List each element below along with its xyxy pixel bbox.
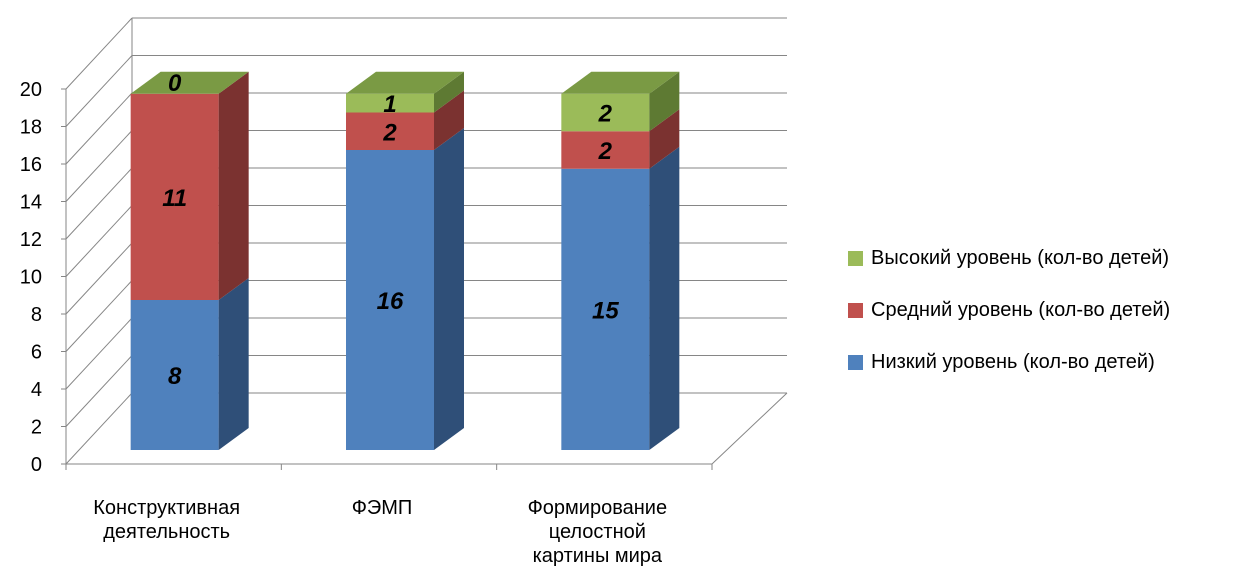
y-tick-label: 2 bbox=[31, 417, 42, 439]
y-tick-label: 4 bbox=[31, 379, 42, 401]
bar-side-1-0 bbox=[434, 128, 464, 450]
gridline-side bbox=[65, 17, 133, 90]
bar-side-1-2 bbox=[434, 71, 464, 113]
x-category-label: деятельность bbox=[103, 521, 230, 543]
y-tick-label: 14 bbox=[20, 192, 42, 214]
x-category-label: целостной bbox=[549, 521, 646, 543]
legend-swatch-high bbox=[848, 250, 863, 266]
y-tick-label: 10 bbox=[20, 267, 42, 289]
bar-front-1-0 bbox=[346, 150, 434, 450]
bar-front-2-2 bbox=[561, 93, 650, 132]
gridline-side bbox=[65, 92, 133, 165]
data-label-2-0: 15 bbox=[592, 297, 619, 324]
gridline-side bbox=[65, 130, 133, 202]
bar-front-2-0 bbox=[561, 168, 650, 450]
bar-top-0 bbox=[130, 71, 249, 94]
data-label-1-2: 1 bbox=[383, 91, 396, 118]
gridline-side bbox=[65, 280, 133, 352]
gridline-side bbox=[65, 392, 133, 465]
data-label-0-0: 8 bbox=[168, 363, 182, 390]
data-label-1-0: 16 bbox=[377, 288, 404, 315]
gridline-side bbox=[65, 167, 133, 240]
bar-front-1-1 bbox=[346, 112, 434, 150]
bar-side-2-0 bbox=[649, 146, 680, 450]
gridline-side bbox=[65, 317, 133, 390]
bar-side-2-2 bbox=[649, 71, 680, 132]
y-tick-label: 16 bbox=[20, 154, 42, 176]
y-tick-label: 20 bbox=[20, 79, 42, 101]
gridline-side bbox=[65, 55, 133, 127]
bar-top-2 bbox=[561, 71, 680, 94]
data-label-0-1: 11 bbox=[162, 185, 187, 212]
x-category-label: Формирование bbox=[528, 497, 667, 519]
legend-item-low: Низкий уровень (кол-во детей) bbox=[848, 336, 1170, 388]
y-tick-label: 18 bbox=[20, 117, 42, 139]
x-category-label: Конструктивная bbox=[93, 497, 240, 519]
gridline-side bbox=[65, 205, 133, 277]
legend-label-medium: Средний уровень (кол-во детей) bbox=[871, 298, 1171, 321]
legend-swatch-low bbox=[848, 354, 863, 370]
x-category-label: ФЭМП bbox=[352, 497, 413, 519]
bar-side-0-0 bbox=[218, 278, 249, 450]
legend-item-high: Высокий уровень (кол-во детей) bbox=[848, 232, 1170, 284]
data-label-0-2: 0 bbox=[168, 70, 182, 97]
y-tick-label: 12 bbox=[20, 229, 42, 251]
bar-front-0-1 bbox=[130, 93, 219, 300]
data-label-2-2: 2 bbox=[598, 101, 613, 128]
gridline-side bbox=[65, 355, 133, 427]
legend-swatch-medium bbox=[848, 302, 863, 318]
y-tick-label: 6 bbox=[31, 342, 42, 364]
bar-front-0-0 bbox=[130, 300, 219, 450]
data-label-2-1: 2 bbox=[598, 138, 613, 165]
x-category-label: картины мира bbox=[533, 545, 663, 567]
y-tick-label: 0 bbox=[31, 454, 42, 476]
legend-label-high: Высокий уровень (кол-во детей) bbox=[871, 246, 1170, 269]
legend: Высокий уровень (кол-во детей) Средний у… bbox=[848, 232, 1170, 388]
bar-front-2-1 bbox=[561, 131, 650, 169]
bar-front-1-2 bbox=[346, 93, 434, 113]
legend-label-low: Низкий уровень (кол-во детей) bbox=[871, 350, 1155, 373]
gridline-side bbox=[65, 242, 133, 315]
data-label-1-1: 2 bbox=[382, 119, 397, 146]
y-tick-label: 8 bbox=[31, 304, 42, 326]
legend-item-medium: Средний уровень (кол-во детей) bbox=[848, 284, 1170, 336]
bar-side-0-1 bbox=[218, 71, 249, 300]
bar-side-1-1 bbox=[434, 90, 464, 150]
bar-side-2-1 bbox=[649, 109, 680, 169]
bar-top-1 bbox=[346, 71, 464, 94]
